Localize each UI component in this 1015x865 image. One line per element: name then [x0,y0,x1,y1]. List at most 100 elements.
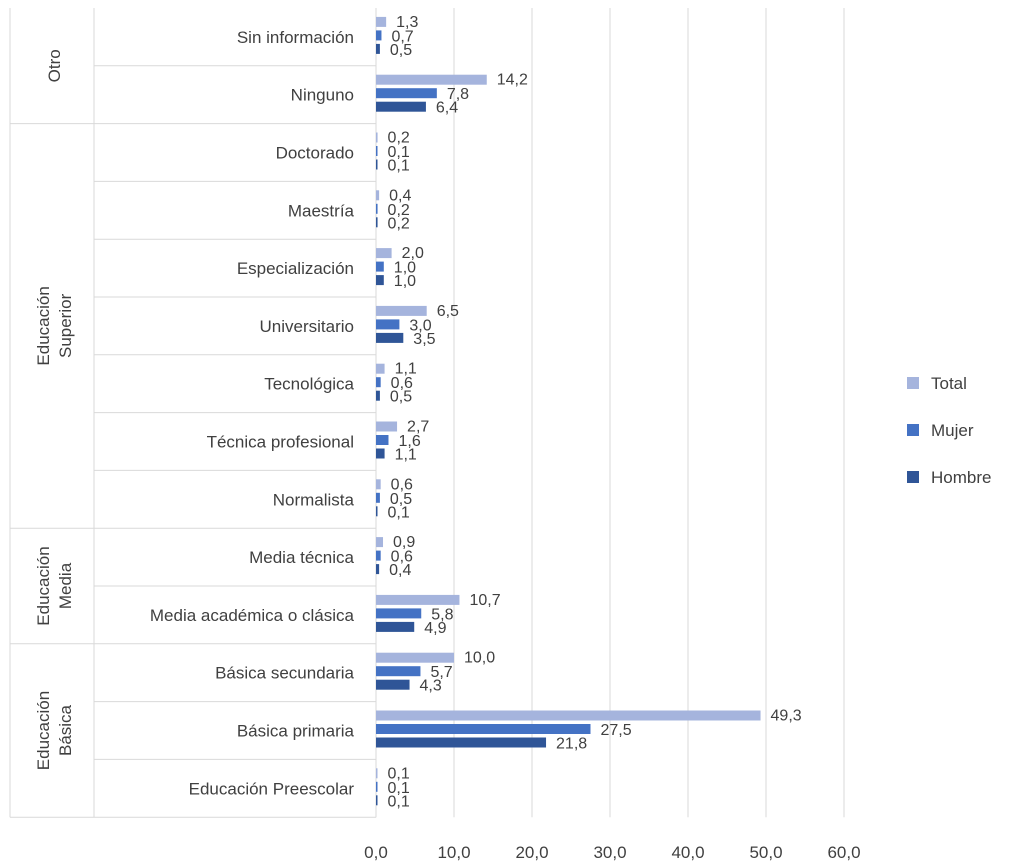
category-frame [9,8,377,818]
data-label: 0,2 [388,202,410,219]
bar-mujer [376,550,381,561]
bar-hombre [376,448,385,459]
category-label: Normalista [273,490,355,509]
data-label: 3,5 [413,331,435,348]
category-label: Básica secundaria [215,664,354,683]
data-label: 10,7 [469,592,500,609]
data-label: 0,9 [393,534,415,551]
category-labels: Sin información Ninguno Doctorado Maestría E… [150,28,355,798]
group-labels: Otro Educación Superior Educación Media Educa… [34,49,75,770]
legend-label: Total [931,374,967,393]
bar-hombre [376,737,547,748]
bar-hombre [376,506,378,517]
bar-total [376,74,487,85]
category-label: Básica primaria [237,722,355,741]
data-label: 49,3 [771,708,802,725]
bar-total [376,305,427,316]
bar-mujer [376,146,378,156]
data-label: 0,6 [391,549,413,566]
bar-hombre [376,390,380,401]
data-label: 0,1 [388,780,410,797]
bar-hombre [376,679,410,690]
bar-hombre [376,621,415,632]
bar-total [376,479,381,490]
bar-hombre [376,43,380,54]
bars [376,16,761,806]
x-axis-tick-labels: 0,0 10,0 20,0 30,0 40,0 50,0 60,0 [364,843,860,862]
data-label: 0,5 [390,42,412,59]
data-label: 0,6 [391,375,413,392]
data-label: 5,8 [431,606,453,623]
data-label: 21,8 [556,736,587,753]
data-label: 4,9 [424,620,446,637]
bar-mujer [376,319,400,330]
data-label: 0,2 [388,130,410,147]
data-label: 1,3 [396,14,418,31]
bar-hombre [376,159,378,170]
x-tick-label: 50,0 [749,843,782,862]
category-label: Doctorado [276,144,354,163]
bar-mujer [376,261,384,272]
category-label: Educación Preescolar [189,779,355,798]
data-label: 0,1 [388,765,410,782]
x-tick-label: 40,0 [671,843,704,862]
x-tick-label: 0,0 [364,843,388,862]
bar-hombre [376,101,426,112]
data-label: 14,2 [497,72,528,89]
group-label: Educación Básica [34,691,75,770]
data-label: 1,0 [394,260,416,277]
category-label: Media técnica [249,548,354,567]
data-label: 4,3 [420,678,442,695]
data-label: 0,5 [390,389,412,406]
legend: Total Mujer Hombre [907,374,991,487]
data-label: 0,1 [388,144,410,161]
x-tick-label: 60,0 [827,843,860,862]
bar-hombre [376,275,384,286]
data-label: 2,0 [402,245,424,262]
group-label: Educación Superior [34,286,75,365]
x-tick-label: 30,0 [593,843,626,862]
data-label: 0,1 [388,793,410,810]
x-tick-label: 20,0 [515,843,548,862]
bar-hombre [376,795,378,806]
legend-label: Hombre [931,468,991,487]
data-labels: 1,30,70,514,27,86,40,20,10,10,40,20,22,0… [388,14,802,810]
bar-mujer [376,724,591,734]
data-label: 1,1 [395,361,417,378]
data-label: 1,6 [398,433,420,450]
data-label: 6,5 [437,303,459,320]
bar-total [376,768,378,779]
category-label: Maestría [288,201,355,220]
legend-swatch-mujer [907,424,919,436]
bar-mujer [376,377,381,388]
data-label: 0,4 [389,562,411,579]
bar-total [376,190,380,201]
bar-total [376,16,387,27]
x-tick-label: 10,0 [437,843,470,862]
bar-hombre [376,564,380,575]
group-label: Otro [45,49,64,82]
bar-total [376,132,378,143]
bar-mujer [376,435,389,445]
bar-total [376,363,385,374]
data-label: 0,7 [391,28,413,45]
category-label: Especialización [237,259,354,278]
data-label: 6,4 [436,100,458,117]
bar-total [376,248,392,259]
legend-swatch-total [907,377,919,389]
bar-total [376,537,384,548]
legend-swatch-hombre [907,471,919,483]
data-label: 0,1 [388,504,410,521]
category-label: Ninguno [291,86,354,105]
bar-total [376,421,398,432]
bar-mujer [376,608,422,619]
data-label: 0,1 [388,158,410,175]
category-label: Media académica o clásica [150,606,355,625]
data-label: 0,4 [389,187,411,204]
data-label: 0,5 [390,491,412,508]
data-label: 0,2 [388,215,410,232]
bar-mujer [376,781,378,792]
bar-total [376,652,454,663]
bar-hombre [376,217,378,228]
